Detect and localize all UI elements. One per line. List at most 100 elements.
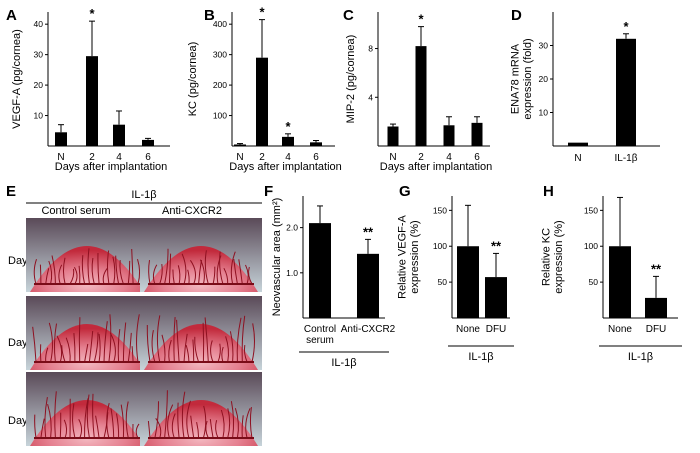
cornea-photo-r3-c1 (26, 372, 148, 446)
vessel (103, 321, 108, 363)
group-label-h: IL-1β (628, 351, 653, 363)
vessel (92, 393, 95, 439)
vessel (51, 255, 56, 285)
vessel (110, 408, 115, 439)
vessel (84, 343, 89, 363)
vessel (106, 250, 110, 285)
vessel (202, 405, 207, 439)
y-tick-label: 2.0 (286, 223, 298, 233)
vessel (227, 408, 231, 439)
vessel (53, 323, 57, 363)
cornea-photo-r1-c1 (26, 218, 148, 292)
vessel (221, 346, 224, 363)
vessel (187, 269, 190, 285)
y-tick-label: 150 (433, 205, 447, 215)
bar-a-1 (86, 56, 98, 147)
significance-f-1: ** (363, 224, 374, 239)
cornea-photo-r2-c1 (26, 296, 148, 370)
y-axis-title-h: Relative KCexpression (%) (541, 220, 566, 293)
vessel (72, 403, 76, 439)
vessel (225, 336, 229, 363)
vessel (181, 391, 186, 439)
vessel (137, 258, 141, 285)
category-label-d-0: N (574, 153, 581, 164)
y-tick-label: 10 (539, 108, 549, 118)
vessel (233, 259, 238, 285)
bar-g-1 (485, 277, 507, 318)
vessel (69, 268, 75, 285)
y-axis-title-c: MIP-2 (pg/cornea) (345, 35, 357, 124)
vessel (148, 260, 151, 285)
vessel (78, 317, 81, 363)
vessel (152, 264, 158, 285)
bar-b-1 (256, 57, 268, 146)
chart-d: D 10 20 30 ENA78 mRNAexpression (fold) N * IL-1… (510, 7, 660, 164)
vessel (189, 260, 197, 285)
vessel (98, 333, 101, 363)
vessel (212, 266, 216, 285)
vessel (156, 315, 161, 363)
vessel (56, 335, 63, 363)
significance-b-1: * (259, 5, 265, 20)
vessel (164, 248, 169, 285)
vessel (97, 252, 100, 285)
vessel (33, 259, 37, 285)
vessel (131, 346, 134, 363)
vessel (102, 267, 108, 285)
bar-h-0 (609, 246, 631, 318)
panel-label-e: E (6, 183, 16, 200)
vessel (223, 267, 229, 285)
bar-c-3 (471, 122, 483, 146)
chart-g: G 50 100 150 Relative VEGF-Aexpression (%) No… (397, 183, 514, 363)
significance-d-1: * (623, 19, 629, 34)
vessel (63, 419, 68, 439)
category-label-d-1: IL-1β (615, 153, 638, 164)
y-tick-label: 4 (368, 92, 373, 102)
bar-b-2 (282, 136, 294, 146)
category-label-g-0: None (456, 324, 480, 335)
vessel (236, 317, 242, 363)
bar-c-2 (443, 125, 455, 146)
vessel (136, 314, 140, 363)
category-label-f-1: Anti-CXCR2 (341, 324, 396, 335)
vessel (199, 259, 205, 285)
y-tick-label: 20 (539, 74, 549, 84)
vessel (172, 269, 175, 285)
category-label-c-2: 4 (446, 152, 452, 163)
vessel (183, 333, 188, 363)
vessel (230, 251, 236, 285)
vessel (241, 315, 246, 363)
y-tick-label: 100 (213, 111, 227, 121)
vessel (32, 326, 37, 363)
bar-c-0 (387, 126, 399, 146)
vessel (248, 266, 253, 285)
vessel (112, 256, 116, 285)
vessel (39, 264, 42, 285)
y-axis-title-g: Relative VEGF-Aexpression (%) (397, 214, 422, 298)
group-label-g: IL-1β (468, 351, 493, 363)
y-tick-label: 50 (438, 277, 448, 287)
significance-h-1: ** (651, 261, 662, 276)
vessel (177, 402, 180, 439)
significance-c-1: * (418, 12, 424, 27)
bar-g-0 (457, 246, 479, 318)
cornea-photo-r3-c2 (140, 372, 262, 446)
vessel (73, 267, 78, 285)
vessel (155, 418, 162, 439)
cornea-photo-r2-c2 (140, 296, 262, 370)
vessel (249, 407, 253, 439)
y-tick-label: 1.0 (286, 268, 298, 278)
vessel (217, 343, 221, 363)
vessel (120, 404, 125, 439)
y-tick-label: 200 (213, 80, 227, 90)
category-label-c-1: 2 (418, 152, 424, 163)
vessel (62, 257, 66, 285)
bar-f-0 (309, 223, 331, 318)
vessel (147, 420, 151, 439)
bar-d-1 (616, 38, 636, 146)
panel-label-f: F (264, 183, 273, 200)
vessel (173, 317, 176, 363)
category-label-c-0: N (389, 152, 396, 163)
